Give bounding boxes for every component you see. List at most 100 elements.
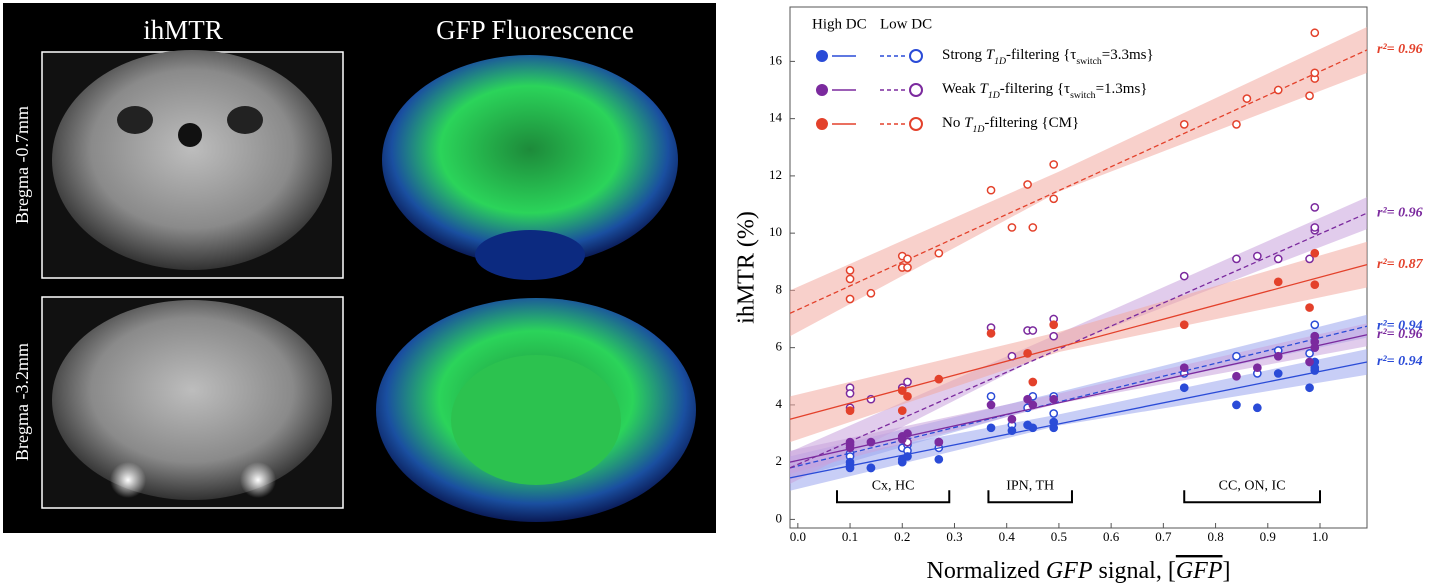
label-part: -filtering {CM}: [984, 115, 1079, 131]
data-point: [1252, 363, 1262, 373]
region-label: IPN, TH: [1006, 478, 1054, 493]
data-point: [934, 437, 944, 447]
data-point: [1049, 409, 1059, 418]
data-point: [986, 391, 996, 401]
data-point: [845, 463, 855, 473]
legend-label: Strong T1D-filtering {τswitch=3.3ms}: [942, 47, 1154, 66]
data-point: [1305, 91, 1314, 101]
data-point: [1028, 423, 1038, 433]
data-point: [897, 386, 907, 395]
image-panel: ihMTR GFP Fluorescence Bregma -0.7mm Bre…: [3, 3, 716, 533]
data-point: [1232, 254, 1241, 264]
data-point: [1273, 351, 1283, 361]
y-tick-label: 14: [769, 110, 783, 125]
label-part: GFP: [1046, 558, 1093, 584]
data-point: [1028, 326, 1038, 335]
x-tick-label: 0.2: [894, 529, 910, 544]
fit-line: [789, 264, 1368, 420]
data-point: [1232, 351, 1241, 361]
label-part: 1D: [988, 90, 1000, 101]
label-part: =1.3ms}: [1096, 81, 1148, 97]
data-point: [845, 274, 855, 284]
data-point: [1273, 277, 1283, 287]
data-point: [1179, 271, 1189, 281]
legend-marker: [816, 84, 828, 96]
y-tick-label: 6: [776, 339, 783, 354]
data-point: [903, 377, 912, 387]
data-point: [1232, 120, 1241, 129]
x-tick-label: 0.6: [1103, 529, 1120, 544]
x-tick-label: 0.9: [1260, 529, 1276, 544]
y-tick-label: 16: [769, 52, 783, 67]
data-point: [1273, 254, 1283, 264]
confidence-band: [790, 27, 1367, 337]
panel-title: ihMTR: [143, 15, 223, 45]
panel-title: GFP Fluorescence: [436, 15, 634, 45]
label-part: 1D: [972, 124, 984, 135]
legend-marker: [909, 117, 923, 131]
legend-label: Weak T1D-filtering {τswitch=1.3ms}: [942, 81, 1147, 100]
label-part: T: [980, 81, 990, 97]
r2-label: r²= 0.96: [1377, 327, 1423, 342]
data-point: [1179, 320, 1189, 330]
label-part: Weak: [942, 81, 980, 97]
region-bracket: [1183, 490, 1321, 504]
data-point: [1049, 194, 1059, 204]
data-point: [1310, 203, 1320, 212]
data-point: [1305, 254, 1314, 264]
data-point: [934, 374, 944, 384]
data-point: [1049, 394, 1059, 404]
data-point: [897, 434, 907, 444]
r2-label: r²= 0.87: [1377, 257, 1424, 272]
data-point: [1007, 426, 1017, 436]
data-point: [1028, 223, 1038, 232]
region-bracket: [835, 490, 951, 504]
row-label: Bregma -0.7mm: [12, 106, 32, 224]
data-point: [1232, 400, 1241, 410]
x-tick-label: 0.8: [1207, 529, 1223, 544]
x-tick-label: 0.5: [1051, 529, 1067, 544]
data-point: [866, 463, 876, 473]
data-point: [1252, 251, 1262, 261]
data-point: [903, 254, 912, 264]
r2-label: r²= 0.94: [1377, 354, 1423, 369]
data-point: [1310, 68, 1320, 78]
data-point: [1179, 120, 1189, 129]
fit-line: [789, 49, 1368, 314]
y-tick-label: 0: [776, 510, 783, 525]
data-point: [845, 389, 855, 398]
label-part: switch: [1076, 56, 1102, 67]
y-tick-label: 10: [769, 224, 782, 239]
data-point: [1310, 223, 1320, 232]
data-point: [903, 452, 912, 461]
y-tick-label: 4: [776, 396, 783, 411]
data-point: [986, 400, 996, 410]
data-point: [1242, 94, 1252, 103]
data-point: [1179, 363, 1189, 373]
fit-line: [789, 361, 1368, 479]
data-point: [845, 443, 855, 453]
label-part: -filtering {τ: [1000, 81, 1070, 97]
chart: 0 2 4 6 8 10 12 14 16 0.0 0.1 0.2 0.3 0.4 0.5 0.6 0.7 0.8…: [734, 6, 1424, 584]
region-label: Cx, HC: [872, 478, 915, 493]
data-point: [1310, 343, 1320, 353]
legend-header: High DC: [812, 16, 867, 32]
label-part: 1D: [994, 56, 1006, 67]
r2-label: r²= 0.96: [1377, 205, 1423, 220]
legend-header: Low DC: [880, 16, 932, 32]
data-point: [1310, 248, 1320, 258]
label-part: switch: [1070, 90, 1096, 101]
data-point: [1305, 383, 1314, 393]
data-point: [1049, 160, 1059, 169]
x-tick-label: 0.0: [790, 529, 806, 544]
fit-line: [789, 325, 1368, 469]
data-point: [1007, 223, 1017, 232]
x-axis-label: Normalized GFP signal, [GFP]: [927, 558, 1231, 584]
data-point: [1049, 331, 1059, 341]
fit-line: [789, 334, 1368, 463]
data-point: [1049, 320, 1059, 330]
region-label: CC, ON, IC: [1219, 478, 1286, 493]
label-part: ]: [1222, 558, 1230, 584]
data-point: [1023, 349, 1032, 358]
y-tick-label: 12: [769, 167, 782, 182]
